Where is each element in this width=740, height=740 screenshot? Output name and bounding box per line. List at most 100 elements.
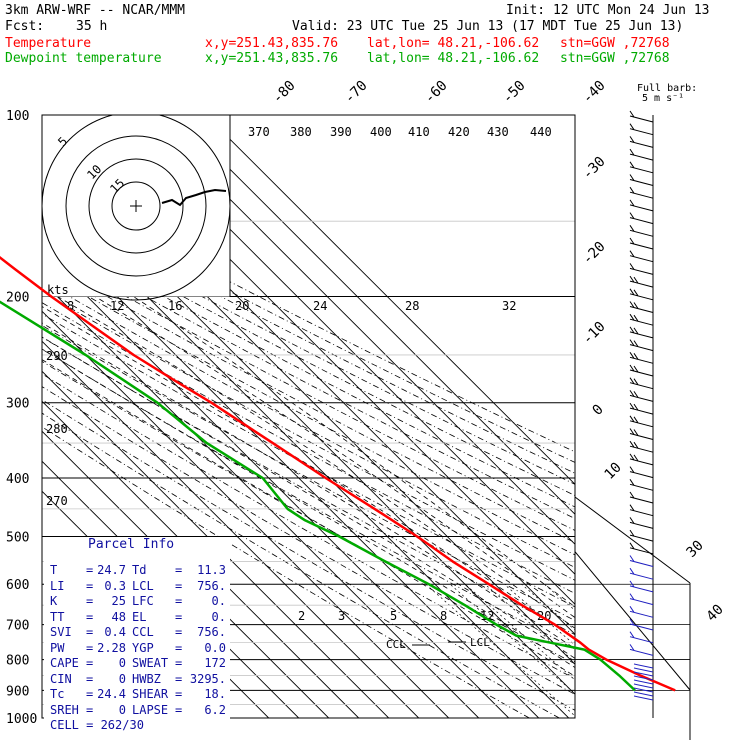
pressure-label: 200 xyxy=(6,291,29,306)
wind-barb xyxy=(633,687,654,693)
parcel-equals: = xyxy=(175,640,183,655)
parcel-equals: = xyxy=(175,671,183,686)
parcel-key: Tc xyxy=(50,687,65,701)
pressure-label: 300 xyxy=(6,397,29,412)
wind-scale-label: 12 xyxy=(110,299,124,313)
parcel-value: 2.28 xyxy=(97,640,126,655)
wind-scale-label: 8 xyxy=(67,299,74,313)
theta-label: 380 xyxy=(290,125,312,139)
moist-adiabat xyxy=(42,348,575,669)
wind-barb xyxy=(633,683,654,689)
wind-barb xyxy=(629,326,654,339)
wind-barb xyxy=(629,618,654,631)
parcel-info-panel: Parcel Info T = 24.7 Td = 11.3 LI = 0.3 LCL = 756. K… xyxy=(44,537,230,732)
wind-barb xyxy=(633,663,654,669)
parcel-equals: = xyxy=(86,687,94,701)
wind-barb xyxy=(629,186,654,199)
forecast-hours: 35 h xyxy=(76,19,108,34)
mixing-ratio-label: 12 xyxy=(480,609,494,623)
mixing-ratio-label: 5 xyxy=(390,609,397,623)
dewpoint-legend: Dewpoint temperature xyxy=(5,51,162,66)
parcel-equals: = xyxy=(175,594,183,608)
dewpoint-xy: x,y=251.43,835.76 xyxy=(205,51,339,66)
wind-barb xyxy=(629,212,654,225)
isotherm-line xyxy=(42,400,360,718)
parcel-value: 0 xyxy=(118,671,126,686)
parcel-equals: = xyxy=(86,625,94,639)
parcel-equals: = xyxy=(86,578,94,593)
wind-barb xyxy=(633,691,654,697)
temperature-station: stn=GGW ,72768 xyxy=(560,36,670,51)
wind-barb xyxy=(629,580,654,593)
hodograph-ring xyxy=(42,115,231,301)
parcel-equals: = xyxy=(86,656,94,670)
hodograph-trace xyxy=(161,188,227,207)
model-title: 3km ARW-WRF -- NCAR/MMM xyxy=(5,3,186,18)
parcel-key: TT xyxy=(50,609,65,624)
hodograph-ring xyxy=(65,135,207,277)
temperature-legend: Temperature xyxy=(5,36,92,51)
wind-barb xyxy=(629,301,654,313)
wind-barb xyxy=(629,555,654,567)
wind-barb xyxy=(629,593,654,606)
mixing-ratio-line xyxy=(521,583,575,631)
wind-barb xyxy=(629,237,654,250)
wind-barb xyxy=(629,136,654,148)
wind-barb xyxy=(629,466,654,479)
pressure-label: 400 xyxy=(6,472,29,487)
wind-barb xyxy=(629,390,654,402)
wind-barb xyxy=(633,695,654,701)
wind-barb xyxy=(629,402,654,415)
parcel-value: 25 xyxy=(111,594,126,608)
theta-label: 440 xyxy=(530,125,552,139)
parcel-key: EL xyxy=(132,609,147,624)
wind-barb xyxy=(629,415,654,428)
parcel-equals: = xyxy=(175,625,183,639)
wind-barb xyxy=(633,667,654,673)
wind-scale-label: 32 xyxy=(502,299,516,313)
parcel-cell: CELL = 262/30 xyxy=(50,718,144,732)
isotherm-label: 0 xyxy=(590,402,607,419)
wind-scale-label: 16 xyxy=(168,299,182,313)
forecast-label: Fcst: xyxy=(5,19,45,34)
parcel-key: HWBZ xyxy=(132,671,161,686)
dewpoint-station: stn=GGW ,72768 xyxy=(560,51,670,66)
parcel-equals: = xyxy=(175,656,183,670)
moist-adiabat xyxy=(42,238,575,608)
theta-label: 370 xyxy=(248,125,270,139)
isotherm-label: -80 xyxy=(270,78,299,107)
isotherm-label: -70 xyxy=(342,78,371,107)
barb-note-2: 5 m s⁻¹ xyxy=(642,93,685,104)
mixing-ratio-line xyxy=(544,583,575,611)
wind-barb xyxy=(629,288,654,301)
isotherm-line xyxy=(42,220,540,718)
isotherm-line xyxy=(175,115,575,515)
wind-barb xyxy=(629,263,654,275)
mixing-ratio-line xyxy=(449,583,575,695)
wind-barb xyxy=(629,313,654,326)
wind-barb xyxy=(629,479,654,491)
parcel-value: 0.4 xyxy=(104,625,126,639)
wind-barb xyxy=(629,364,654,377)
wind-barb xyxy=(629,199,654,212)
parcel-equals: = xyxy=(86,594,94,608)
parcel-value: 18. xyxy=(204,687,226,701)
wind-scale-label: 20 xyxy=(235,299,249,313)
wind-scale-label: 28 xyxy=(405,299,419,313)
theta-label: 410 xyxy=(408,125,430,139)
wind-scale-label: 24 xyxy=(313,299,327,313)
parcel-key: CIN xyxy=(50,671,72,686)
mixing-ratio-label: 8 xyxy=(440,609,447,623)
parcel-value: 6.2 xyxy=(204,702,226,717)
wind-barb xyxy=(629,174,654,186)
wind-barb xyxy=(629,440,654,453)
pressure-label: 100 xyxy=(6,109,29,124)
parcel-key: Td xyxy=(132,563,147,577)
parcel-equals: = xyxy=(86,671,94,686)
theta-label: 270 xyxy=(46,494,68,508)
isotherm-line xyxy=(42,250,510,718)
isotherm-extension xyxy=(574,496,691,584)
wind-barb xyxy=(629,225,654,237)
isotherm-label: -30 xyxy=(580,154,609,183)
